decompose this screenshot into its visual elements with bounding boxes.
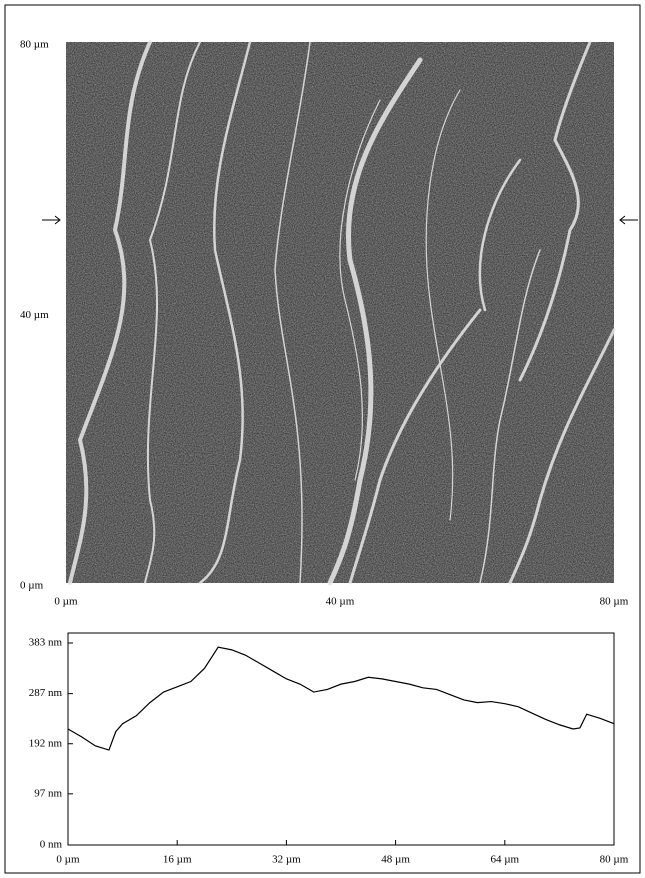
arrow-right (620, 216, 638, 224)
x-tick-label: 80 µm (600, 596, 629, 608)
afm-image (42, 42, 638, 583)
profile-line (68, 647, 614, 750)
x-tick-label: 0 µm (56, 854, 80, 866)
y-tick-label: 97 nm (34, 787, 62, 799)
y-tick-label: 383 nm (29, 637, 63, 649)
arrow-left (42, 216, 60, 224)
x-tick-label: 32 µm (272, 854, 301, 866)
x-tick-label: 80 µm (600, 854, 629, 866)
x-tick-label: 0 µm (54, 596, 78, 608)
x-tick-label: 16 µm (163, 854, 192, 866)
y-tick-label: 0 µm (20, 580, 44, 592)
y-tick-label: 192 nm (29, 737, 63, 749)
x-tick-label: 40 µm (326, 596, 355, 608)
y-tick-label: 80 µm (20, 39, 49, 51)
x-tick-label: 64 µm (490, 854, 519, 866)
y-tick-label: 40 µm (20, 309, 49, 321)
figure: 0 µm 40 µm 80 µm 0 µm 40 µm 80 µm 0 nm 97 nm 192… (0, 0, 645, 878)
y-tick-label: 287 nm (29, 687, 63, 699)
x-tick-label: 48 µm (381, 854, 410, 866)
y-tick-label: 0 nm (40, 839, 63, 851)
plot-frame (68, 633, 614, 845)
